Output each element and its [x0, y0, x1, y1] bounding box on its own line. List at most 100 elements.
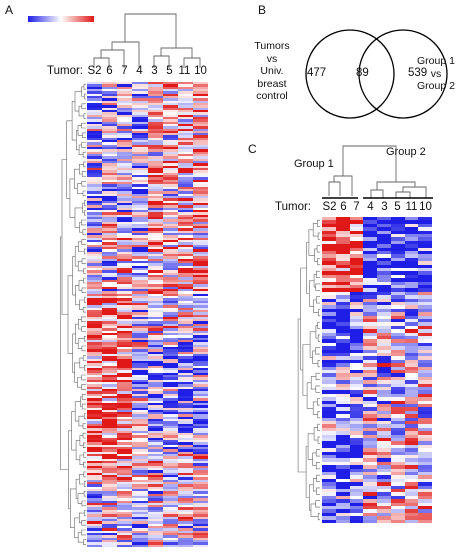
heatmap-cell: [147, 323, 164, 327]
heatmap-cell: [147, 114, 164, 118]
heatmap-cell: [363, 278, 378, 282]
dendrogram-branch: [84, 510, 86, 516]
heatmap-cell: [335, 478, 350, 483]
heatmap-cell: [87, 505, 103, 508]
heatmap-cell: [404, 448, 419, 452]
heatmap-cell: [335, 370, 350, 374]
heatmap-cell: [404, 295, 419, 299]
heatmap-cell: [335, 448, 350, 452]
heatmap-cell: [418, 393, 432, 398]
heatmap-cell: [177, 470, 194, 473]
heatmap-cell: [390, 502, 405, 507]
heatmap-cell: [117, 193, 133, 197]
heatmap-cell: [102, 288, 118, 292]
heatmap-cell: [102, 219, 118, 222]
heatmap-cell: [335, 264, 350, 269]
heatmap-cell: [404, 455, 419, 459]
heatmap-cell: [162, 281, 179, 285]
heatmap-cell: [322, 220, 337, 225]
panel-a-col-label: 7: [121, 65, 128, 77]
heatmap-cell: [87, 119, 103, 122]
heatmap-cell: [132, 337, 148, 341]
heatmap-cell: [147, 444, 164, 448]
dendrogram-branch: [81, 287, 86, 293]
heatmap-cell: [177, 430, 194, 434]
heatmap-cell: [192, 477, 208, 480]
heatmap-cell: [418, 383, 432, 388]
heatmap-cell: [377, 264, 392, 269]
heatmap-cell: [335, 373, 350, 378]
heatmap-cell: [192, 274, 208, 278]
heatmap-cell: [335, 353, 350, 357]
heatmap-cell: [117, 191, 133, 194]
heatmap-cell: [177, 407, 194, 411]
heatmap-cell: [177, 449, 194, 453]
dendrogram-branch: [79, 474, 85, 485]
heatmap-cell: [117, 319, 133, 322]
heatmap-cell: [87, 463, 103, 467]
heatmap-cell: [162, 447, 179, 450]
heatmap-cell: [377, 390, 392, 395]
heatmap-cell: [162, 484, 179, 487]
heatmap-cell: [390, 492, 405, 497]
dendrogram-branch: [84, 93, 86, 100]
heatmap-cell: [132, 460, 148, 464]
heatmap-cell: [162, 95, 179, 99]
heatmap-cell: [147, 126, 164, 129]
heatmap-cell: [192, 281, 208, 285]
heatmap-cell: [117, 142, 133, 146]
heatmap-cell: [117, 467, 133, 471]
heatmap-cell: [132, 247, 148, 250]
heatmap-cell: [162, 516, 179, 520]
heatmap-cell: [162, 444, 179, 448]
heatmap-cell: [418, 322, 432, 327]
heatmap-cell: [377, 458, 392, 463]
heatmap-cell: [390, 499, 405, 503]
heatmap-cell: [102, 258, 118, 262]
heatmap-cell: [147, 316, 164, 320]
heatmap-cell: [87, 84, 103, 88]
heatmap-cell: [322, 254, 337, 259]
heatmap-cell: [349, 268, 364, 272]
heatmap-cell: [177, 307, 194, 311]
heatmap-cell: [147, 458, 164, 462]
heatmap-cell: [335, 502, 350, 507]
heatmap-cell: [177, 188, 194, 192]
heatmap-cell: [87, 409, 103, 413]
heatmap-cell: [363, 223, 378, 228]
heatmap-cell: [418, 475, 432, 480]
heatmap-cell: [377, 261, 392, 265]
heatmap-cell: [162, 388, 179, 392]
heatmap-cell: [132, 121, 148, 125]
heatmap-cell: [363, 506, 378, 510]
heatmap-cell: [162, 454, 179, 457]
heatmap-cell: [147, 265, 164, 269]
heatmap-cell: [162, 386, 179, 390]
heatmap-cell: [147, 377, 164, 380]
heatmap-cell: [147, 202, 164, 206]
heatmap-cell: [162, 419, 179, 422]
heatmap-cell: [147, 479, 164, 483]
heatmap-cell: [117, 430, 133, 434]
heatmap-cell: [132, 291, 148, 294]
heatmap-cell: [87, 400, 103, 404]
heatmap-cell: [322, 308, 337, 313]
heatmap-cell: [102, 175, 118, 178]
heatmap-cell: [102, 270, 118, 274]
heatmap-cell: [322, 506, 337, 510]
heatmap-cell: [102, 109, 118, 113]
heatmap-cell: [192, 474, 208, 478]
heatmap-cell: [177, 263, 194, 267]
heatmap-cell: [162, 340, 179, 343]
heatmap-cell: [87, 491, 103, 494]
heatmap-cell: [147, 112, 164, 115]
heatmap-cell: [322, 349, 337, 354]
heatmap-cell: [390, 387, 405, 391]
heatmap-cell: [404, 373, 419, 378]
heatmap-cell: [147, 314, 164, 318]
panel-c-col-label: 3: [381, 201, 388, 213]
heatmap-cell: [147, 500, 164, 504]
heatmap-cell: [162, 216, 179, 220]
heatmap-cell: [117, 395, 133, 399]
heatmap-cell: [117, 156, 133, 160]
